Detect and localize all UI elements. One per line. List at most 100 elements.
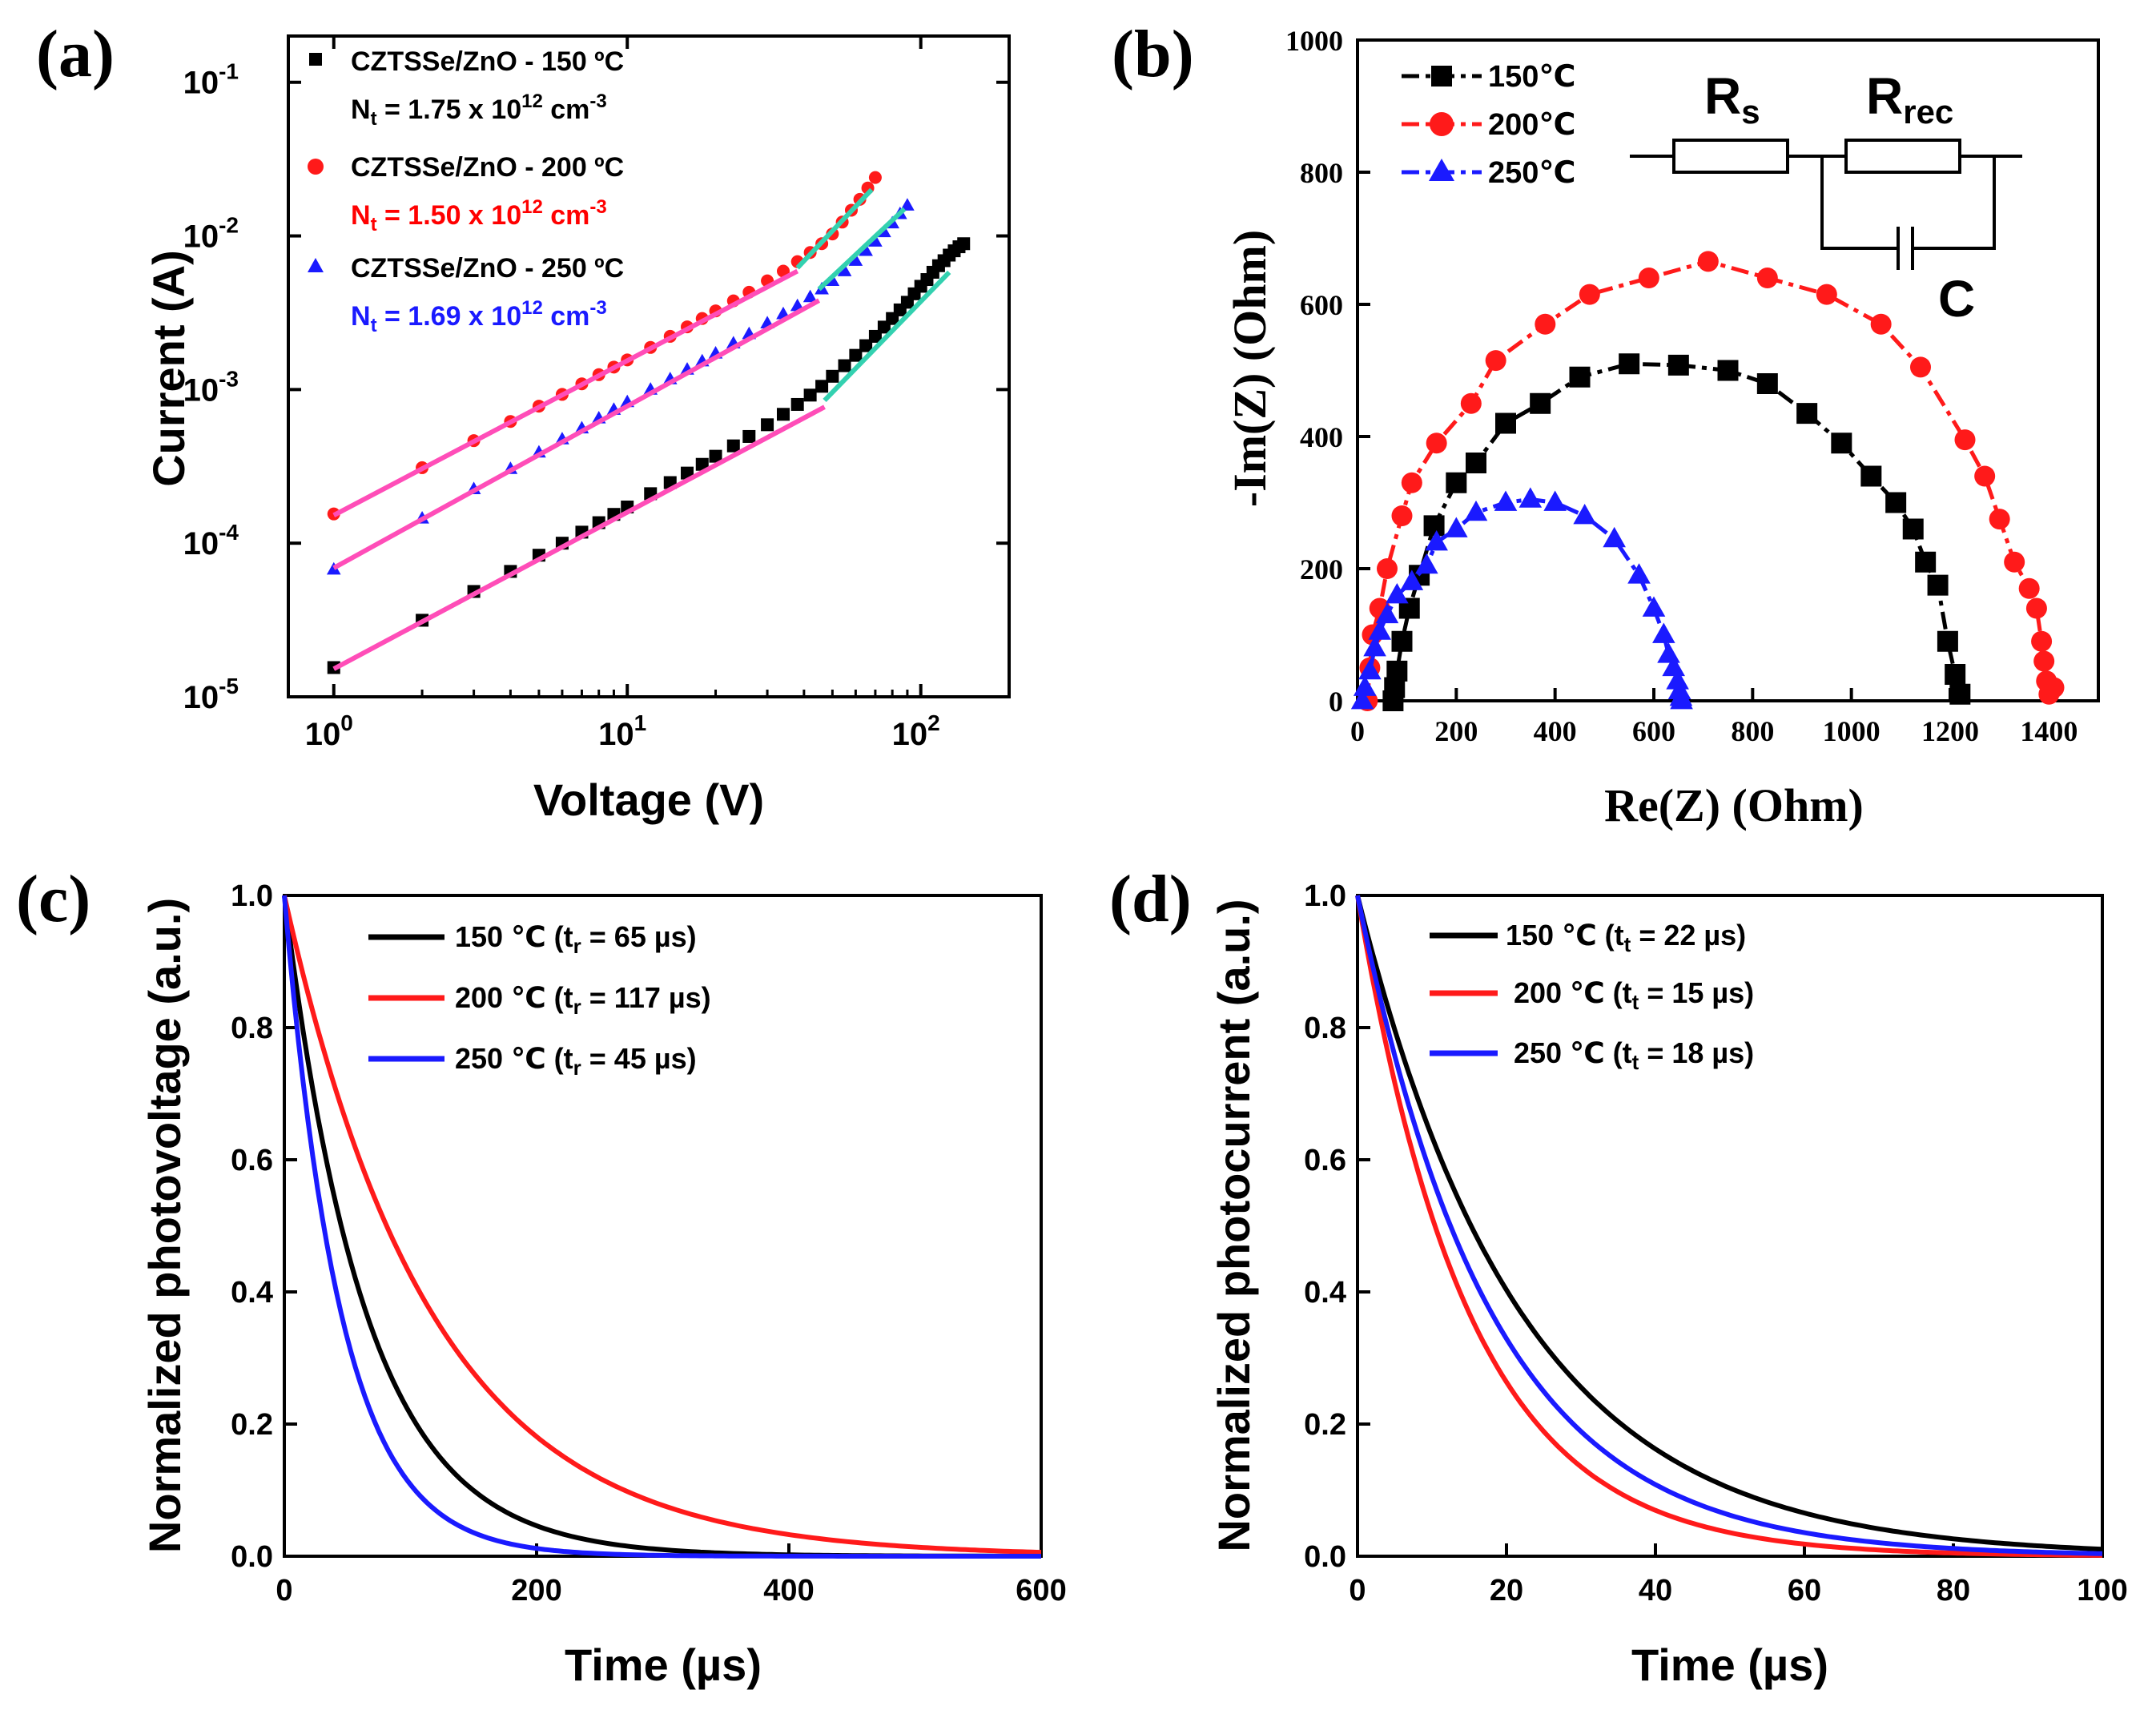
legend-label-rest: = 15 µs) xyxy=(1639,976,1754,1009)
y-tick-label: 1.0 xyxy=(231,879,273,913)
legend-200-nt: Nt = 1.50 x 1012 cm-3 xyxy=(351,196,607,235)
nt-sub: t xyxy=(371,315,377,336)
x-tick-label-exponent: 2 xyxy=(927,710,940,735)
nt-prefix: N xyxy=(351,200,371,231)
series-250-point xyxy=(848,253,863,266)
series-200-point xyxy=(1816,284,1837,305)
nt-sub: t xyxy=(371,214,377,235)
legend-label-main: 150 ℃ (t xyxy=(1506,919,1624,952)
legend-label-rest: = 22 µs) xyxy=(1631,919,1746,952)
series-150-point xyxy=(742,429,756,443)
legend-label-sub: r xyxy=(573,995,581,1019)
nt-value: = 1.69 x 10 xyxy=(377,301,522,332)
series-200-point xyxy=(868,171,882,184)
y-tick-label: 600 xyxy=(1300,289,1343,321)
series-150-point xyxy=(1885,492,1907,513)
series-200-point xyxy=(1697,251,1719,272)
y-tick-label: 10-5 xyxy=(183,674,239,715)
legend-label-rest: = 117 µs) xyxy=(581,981,711,1014)
series-250-point xyxy=(900,198,915,211)
series-200-point xyxy=(1579,284,1600,305)
legend-250-nt: Nt = 1.69 x 1012 cm-3 xyxy=(351,297,607,336)
series-150-point xyxy=(695,457,709,471)
panel-b-y-axis-label: -Im(Z) (Ohm) xyxy=(1224,230,1276,507)
panel-d-frame xyxy=(1356,894,2104,1558)
nt-value: = 1.75 x 10 xyxy=(377,95,522,125)
series-200-point xyxy=(1460,392,1482,414)
x-tick-label: 1200 xyxy=(1921,715,1979,747)
series-200-decay-curve xyxy=(1355,895,2103,1558)
nt-exp: 12 xyxy=(521,91,543,112)
series-200-point xyxy=(1756,268,1778,288)
series-150-point xyxy=(1949,683,1971,705)
nt-unit-exp: -3 xyxy=(589,297,606,319)
y-tick-label: 800 xyxy=(1300,157,1343,189)
series-150-point xyxy=(826,369,839,383)
series-200-point xyxy=(1870,313,1892,335)
x-tick-label: 400 xyxy=(763,1574,814,1607)
series-200-point xyxy=(2018,577,2040,599)
x-tick-label: 600 xyxy=(1632,715,1675,747)
series-250-point xyxy=(859,243,873,256)
series-200-point xyxy=(1974,465,1996,487)
series-150-point xyxy=(1495,412,1516,434)
series-250-decay-curve xyxy=(282,895,1041,1559)
nt-prefix: N xyxy=(351,301,371,332)
series-150-point xyxy=(726,439,740,453)
rs-label-base: R xyxy=(1704,67,1741,125)
nt-prefix: N xyxy=(351,95,371,125)
panel-c-y-axis-label: Normalized photovoltage (a.u.) xyxy=(139,898,190,1553)
legend-200-label: 200 ℃ (tr = 117 µs) xyxy=(455,981,711,1019)
series-200-point xyxy=(1910,356,1931,378)
panel-a-plot-area xyxy=(326,171,971,674)
series-150-line xyxy=(1390,361,1962,702)
series-250-point xyxy=(1363,636,1386,657)
panel-b-x-axis-label: Re(Z) (Ohm) xyxy=(1604,779,1864,831)
panel-c-axes: 0 200 400 600 0.0 0.2 0.4 0.6 0.8 1.0 xyxy=(231,879,1067,1607)
rrec-label: Rrec xyxy=(1866,67,1953,131)
panel-d-x-axis-label: Time (µs) xyxy=(1631,1640,1828,1690)
y-tick-label: 0.4 xyxy=(1304,1276,1346,1310)
y-tick-label-exponent: -1 xyxy=(219,59,239,84)
series-200-point xyxy=(1989,509,2010,530)
x-tick-label: 0 xyxy=(1349,1574,1366,1607)
panel-c-x-axis-label: Time (µs) xyxy=(565,1640,762,1690)
series-150-point xyxy=(849,348,863,362)
panel-a-label: (a) xyxy=(36,17,115,91)
panel-b-frame xyxy=(1356,38,2100,702)
legend-label-main: 150 ℃ (t xyxy=(455,920,573,953)
panel-d-legend: 150 ℃ (t t = 22 µs) 200 ℃ (tt = 15 µs) 25… xyxy=(1430,919,1754,1074)
legend-250-label: 250℃ xyxy=(1488,156,1575,190)
series-150-point xyxy=(803,388,817,402)
series-250-point xyxy=(1543,490,1567,511)
series-150-point xyxy=(838,359,851,372)
series-250-ohmic-fit-line xyxy=(332,298,821,570)
legend-label-sub: t xyxy=(1632,1050,1639,1074)
series-150-point xyxy=(1831,433,1852,454)
legend-200-label: 200 ℃ (tt = 15 µs) xyxy=(1514,976,1754,1014)
series-200-point xyxy=(1426,433,1447,454)
x-tick-label: 0 xyxy=(1350,715,1365,747)
series-250-point xyxy=(1375,602,1399,624)
legend-label-sub: t xyxy=(1632,990,1639,1014)
x-tick-label: 400 xyxy=(1534,715,1577,747)
panel-a-y-axis-label: Current (A) xyxy=(143,250,194,487)
nt-unit-exp: -3 xyxy=(589,91,606,112)
rs-label: Rs xyxy=(1704,67,1760,131)
legend-250-triangle-marker xyxy=(1429,159,1454,181)
series-250-point xyxy=(1670,689,1693,710)
series-200-point xyxy=(1535,313,1556,335)
series-150-point xyxy=(1446,472,1467,493)
legend-200-circle-marker xyxy=(308,159,324,175)
legend-label-rest: = 18 µs) xyxy=(1639,1036,1754,1069)
panel-d-label: (d) xyxy=(1109,862,1192,936)
series-150-point xyxy=(1569,366,1591,388)
rrec-resistor xyxy=(1844,139,1961,174)
legend-150-square-marker xyxy=(1431,66,1452,87)
rrec-label-sub: rec xyxy=(1903,93,1953,131)
series-200-point xyxy=(1391,505,1413,526)
series-250-point xyxy=(1425,530,1448,551)
series-150-point xyxy=(1902,518,1924,540)
legend-250-label: 250 ℃ (tt = 18 µs) xyxy=(1514,1036,1754,1074)
